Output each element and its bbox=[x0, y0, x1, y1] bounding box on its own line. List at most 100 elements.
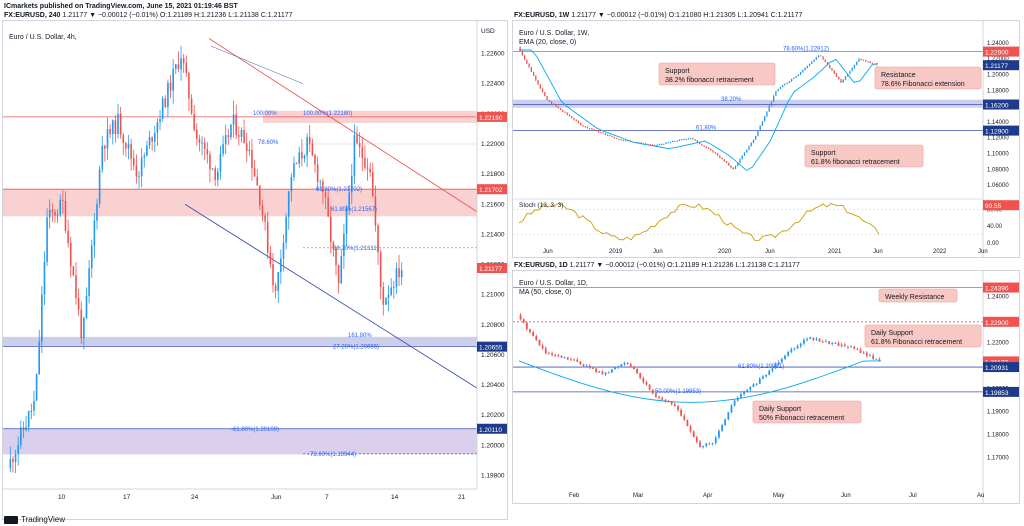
w-candle bbox=[678, 139, 681, 141]
fib-label: -78.60%(1.19944) bbox=[308, 452, 356, 458]
w-candle bbox=[674, 141, 676, 143]
w-callout-support2-text: 61.8% fibonacci retracement bbox=[811, 159, 900, 166]
d-candle bbox=[664, 399, 667, 402]
d-candle bbox=[551, 353, 553, 356]
w-candle bbox=[575, 119, 577, 121]
left-candle bbox=[161, 98, 164, 119]
left-candle bbox=[280, 258, 282, 273]
date-tick-label: 21 bbox=[458, 494, 466, 501]
left-candle bbox=[227, 135, 230, 138]
resistance-band bbox=[3, 189, 477, 217]
w-candle bbox=[721, 157, 723, 160]
rd-chart-svg[interactable]: 1.240001.220001.210001.200001.190001.180… bbox=[513, 271, 1019, 503]
w-candle bbox=[824, 59, 826, 63]
left-candle bbox=[340, 256, 343, 284]
w-candle bbox=[784, 83, 786, 86]
left-candle bbox=[293, 163, 295, 177]
left-candle bbox=[272, 264, 274, 286]
d-candle bbox=[535, 336, 538, 341]
left-candle bbox=[27, 411, 30, 428]
left-candle bbox=[159, 118, 161, 122]
w-candle bbox=[867, 61, 869, 63]
d-candle bbox=[740, 394, 742, 398]
left-candle bbox=[17, 445, 19, 455]
left-candle bbox=[332, 242, 335, 249]
price-tag-r2-bg bbox=[477, 184, 507, 195]
w-candle bbox=[595, 130, 598, 132]
w-candle bbox=[748, 146, 750, 150]
d-candle bbox=[724, 419, 727, 426]
w-candle bbox=[844, 76, 847, 80]
d-date-tick: Feb bbox=[569, 493, 580, 499]
w-candle bbox=[820, 55, 822, 57]
d-candle bbox=[733, 400, 736, 406]
left-candle bbox=[390, 287, 392, 295]
left-candle bbox=[125, 142, 127, 149]
d-candle bbox=[730, 405, 733, 413]
d-candle bbox=[573, 359, 575, 361]
d-candle bbox=[576, 359, 579, 362]
left-candle bbox=[127, 144, 130, 149]
w-tag-last: 1.21177 bbox=[985, 63, 1008, 70]
left-chart-panel[interactable]: USD1.226001.224001.222001.220001.218001.… bbox=[2, 20, 508, 520]
w-candle bbox=[869, 61, 871, 63]
stoch-tick: 80.00 bbox=[987, 207, 1003, 213]
left-candle bbox=[75, 275, 77, 299]
d-candle bbox=[856, 348, 859, 350]
d-candle bbox=[859, 349, 862, 354]
w-candle bbox=[833, 70, 835, 74]
date-tick-label: 14 bbox=[391, 494, 399, 501]
w-candle bbox=[530, 67, 532, 72]
d-candle bbox=[825, 341, 827, 343]
rw-chart-svg[interactable]: 1.240001.220001.200001.180001.160001.140… bbox=[513, 21, 1019, 257]
left-candle bbox=[232, 114, 235, 125]
support-band bbox=[3, 336, 477, 346]
w-candle bbox=[564, 111, 566, 113]
w-price-tick: 1.20000 bbox=[987, 73, 1009, 79]
d-tag-last-bg bbox=[983, 356, 1019, 367]
w-candle bbox=[615, 138, 618, 140]
left-candle bbox=[358, 143, 361, 148]
w-candle bbox=[876, 64, 878, 66]
d-candle bbox=[610, 369, 613, 373]
footer-brand[interactable]: TradingView bbox=[4, 515, 65, 524]
d-callout-daily2-text: Daily Support bbox=[759, 406, 801, 413]
left-candle bbox=[290, 176, 293, 192]
rw-symbol: FX:EURUSD, 1W bbox=[514, 12, 570, 19]
fib-label: -61.80%(1.20109) bbox=[231, 427, 279, 433]
left-candle bbox=[104, 145, 106, 149]
w-candle bbox=[701, 143, 703, 146]
d-candle bbox=[636, 368, 638, 374]
d-candle bbox=[721, 425, 723, 431]
rd-chart-panel[interactable]: 1.240001.220001.210001.200001.190001.180… bbox=[512, 270, 1020, 504]
d-candle bbox=[655, 393, 657, 397]
left-candle bbox=[114, 120, 117, 134]
rw-symbol-line: FX:EURUSD, 1W 1.21177 ▼ −0.00012 (−0.01%… bbox=[514, 12, 802, 19]
w-candle bbox=[618, 138, 620, 140]
left-candle bbox=[243, 129, 245, 144]
left-candle bbox=[382, 286, 385, 305]
d-candle bbox=[714, 437, 717, 443]
d-candle bbox=[566, 357, 569, 360]
w-candle bbox=[725, 161, 728, 163]
rw-chart-panel[interactable]: 1.240001.220001.200001.180001.160001.140… bbox=[512, 20, 1020, 258]
left-candle bbox=[130, 144, 132, 159]
left-candle bbox=[156, 121, 159, 134]
d-ma-label: MA (50, close, 0) bbox=[519, 289, 572, 296]
w-candle bbox=[580, 122, 582, 125]
w-candle bbox=[710, 148, 712, 151]
left-candle bbox=[143, 155, 146, 158]
left-candle bbox=[83, 317, 85, 339]
left-candle bbox=[335, 248, 337, 266]
tradingview-logo-icon bbox=[4, 515, 18, 524]
w-candle bbox=[737, 163, 739, 166]
d-candle bbox=[651, 389, 654, 394]
left-candle bbox=[374, 196, 377, 226]
d-date-tick: Mar bbox=[633, 493, 643, 499]
left-chart-svg[interactable]: USD1.226001.224001.222001.220001.218001.… bbox=[3, 21, 507, 519]
d-candle bbox=[686, 419, 689, 427]
w-date-tick: Jun bbox=[543, 249, 553, 255]
d-candle bbox=[847, 346, 849, 348]
d-candle bbox=[529, 328, 531, 333]
w-candle bbox=[573, 118, 575, 120]
